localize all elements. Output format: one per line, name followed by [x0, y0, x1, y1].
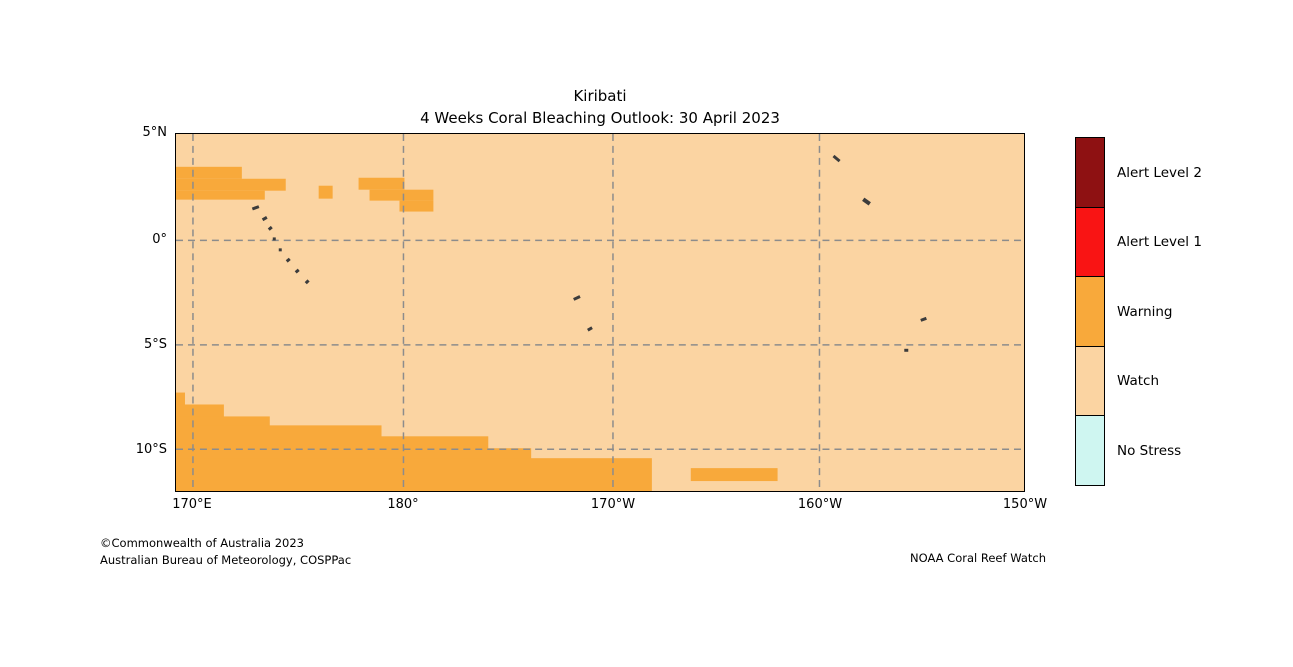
- legend-swatch-alert1: [1075, 206, 1105, 278]
- legend-swatch-no_stress: [1075, 415, 1105, 487]
- legend-label: No Stress: [1117, 442, 1182, 459]
- agency-line: Australian Bureau of Meteorology, COSPPa…: [100, 552, 352, 567]
- island-marker: [904, 348, 909, 352]
- y-tick-label: 10°S: [135, 442, 167, 457]
- island-marker: [832, 154, 841, 163]
- map-canvas: [176, 134, 1024, 491]
- warning-region: [176, 448, 532, 460]
- warning-region: [399, 200, 434, 212]
- island-marker: [573, 295, 581, 301]
- map: [175, 133, 1025, 492]
- warning-region: [176, 404, 224, 418]
- island-marker: [278, 248, 282, 252]
- island-marker: [294, 268, 300, 274]
- title-line2: 4 Weeks Coral Bleaching Outlook: 30 Apri…: [420, 109, 780, 127]
- warning-region: [318, 185, 333, 199]
- legend-swatch-watch: [1075, 345, 1105, 417]
- legend-label: Warning: [1117, 303, 1173, 320]
- title-line1: Kiribati: [573, 87, 627, 105]
- island-marker: [285, 257, 291, 263]
- warning-region: [176, 178, 286, 191]
- x-tick-label: 170°W: [590, 497, 636, 512]
- legend-labels: Alert Level 2 Alert Level 1 Warning Watch No…: [1117, 137, 1202, 486]
- island-marker: [862, 197, 871, 206]
- legend-label: Watch: [1117, 373, 1160, 390]
- island-marker: [251, 205, 260, 211]
- attribution-right: NOAA Coral Reef Watch: [910, 551, 1046, 565]
- y-tick-label: 0°: [152, 232, 167, 247]
- y-tick-label: 5°S: [143, 337, 167, 352]
- x-tick-label: 150°W: [1002, 497, 1048, 512]
- copyright-line: ©Commonwealth of Australia 2023: [100, 536, 305, 550]
- warning-region: [176, 458, 652, 491]
- island-marker: [587, 326, 593, 332]
- warning-region: [176, 416, 270, 427]
- warning-region: [176, 166, 242, 179]
- warning-region: [369, 189, 434, 201]
- legend-colorbar: [1075, 137, 1105, 487]
- warning-region: [176, 392, 185, 407]
- x-tick-label: 180°: [387, 497, 419, 512]
- warning-region: [690, 468, 778, 482]
- x-tick-label: 170°E: [172, 497, 212, 512]
- island-marker: [261, 216, 268, 222]
- x-tick-label: 160°W: [797, 497, 843, 512]
- legend-label: Alert Level 2: [1117, 164, 1202, 181]
- warning-region: [176, 436, 489, 450]
- legend-swatch-alert2: [1075, 137, 1105, 208]
- legend-label: Alert Level 1: [1117, 234, 1202, 251]
- island-marker: [304, 279, 310, 285]
- warning-region: [176, 425, 382, 438]
- island-marker: [920, 316, 927, 322]
- chart-title: Kiribati 4 Weeks Coral Bleaching Outlook…: [175, 85, 1025, 129]
- island-marker: [272, 237, 276, 241]
- island-marker: [267, 225, 273, 231]
- attribution-left: ©Commonwealth of Australia 2023 Australi…: [100, 535, 351, 568]
- warning-region: [358, 177, 405, 190]
- y-tick-label: 5°N: [142, 125, 168, 140]
- legend-swatch-warning: [1075, 276, 1105, 348]
- warning-region: [176, 190, 265, 200]
